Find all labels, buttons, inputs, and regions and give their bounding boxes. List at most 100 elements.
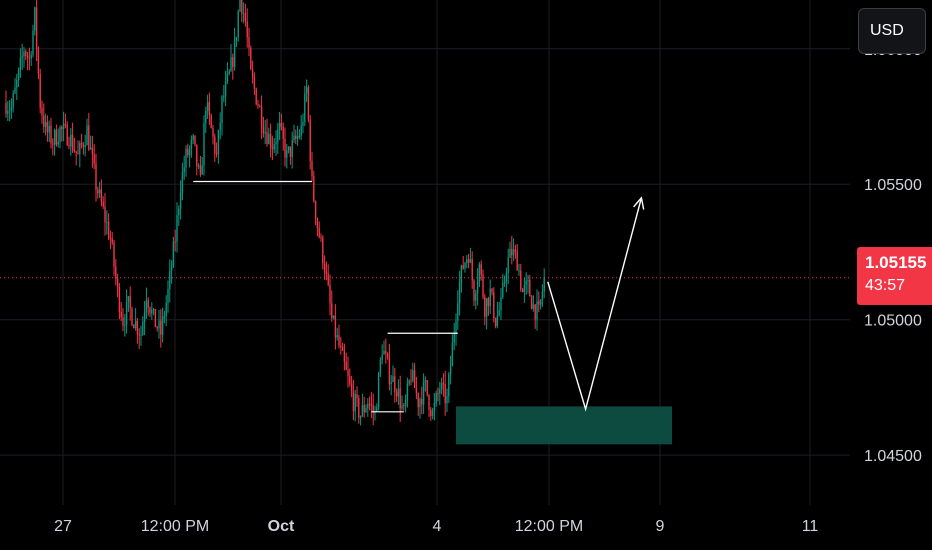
candle-body-97 <box>179 192 182 209</box>
candle-body-194 <box>354 394 356 412</box>
candle-body-290 <box>527 279 529 282</box>
candle-body-235 <box>428 394 430 410</box>
time-axis[interactable]: 27 12:00 PM Oct 4 12:00 PM 9 11 <box>54 518 818 535</box>
candle-body-221 <box>403 405 405 407</box>
candle-body-251 <box>457 303 459 321</box>
candle-body-238 <box>433 403 436 412</box>
candle-body-224 <box>408 380 410 384</box>
candle-body-246 <box>448 374 450 397</box>
candle-body-293 <box>532 304 535 309</box>
candle-body-234 <box>426 380 428 395</box>
candle-body-176 <box>322 237 324 264</box>
candle-body-257 <box>467 259 470 263</box>
candle-body-16 <box>34 7 36 31</box>
candle-body-269 <box>489 288 491 307</box>
candle-body-201 <box>367 403 369 409</box>
candle-body-138 <box>253 77 256 89</box>
candle-body-143 <box>262 127 265 134</box>
candle-body-88 <box>163 316 166 318</box>
candle-body-232 <box>422 382 425 405</box>
candle-body-244 <box>444 383 446 404</box>
candle-body-230 <box>419 398 421 408</box>
candle-body-177 <box>323 263 326 273</box>
candle-body-189 <box>345 362 347 370</box>
candle-body-261 <box>475 293 477 301</box>
candle-body-47 <box>89 147 92 150</box>
candle-body-29 <box>57 141 59 145</box>
candle-body-175 <box>320 237 322 239</box>
candle-body-91 <box>169 270 171 290</box>
candle-body-183 <box>334 315 337 338</box>
candle-body-247 <box>449 366 452 375</box>
projection-arrowhead <box>633 196 645 210</box>
candle-body-162 <box>296 135 299 139</box>
candle-body-2 <box>8 110 11 112</box>
candle-body-197 <box>359 415 362 418</box>
currency-button[interactable]: USD <box>858 8 926 54</box>
candle-body-141 <box>259 106 261 108</box>
candle-body-43 <box>82 144 85 147</box>
candle-body-262 <box>476 281 479 294</box>
candle-body-22 <box>44 122 47 127</box>
candle-body-169 <box>309 119 311 161</box>
candle-body-254 <box>462 265 464 269</box>
candle-body-59 <box>111 238 113 243</box>
candle-body-222 <box>404 400 407 407</box>
candle-body-84 <box>156 327 158 329</box>
candle-body-10 <box>23 51 25 57</box>
candle-body-51 <box>97 189 99 194</box>
grid-lines <box>0 0 850 505</box>
candle-body-217 <box>395 392 398 397</box>
candle-body-15 <box>32 30 34 55</box>
candle-body-173 <box>316 218 319 228</box>
candle-body-68 <box>127 296 130 302</box>
candle-body-229 <box>417 393 419 408</box>
candle-body-267 <box>485 298 488 317</box>
candle-body-287 <box>521 289 524 292</box>
candle-body-26 <box>52 143 54 145</box>
candle-body-188 <box>343 350 346 363</box>
candle-body-12 <box>26 56 29 58</box>
candle-body-94 <box>174 241 176 243</box>
last-price-badge: 1.05155 43:57 <box>857 247 932 305</box>
candle-body-273 <box>496 314 499 327</box>
candle-body-103 <box>190 140 193 149</box>
price-tick-label: 1.05500 <box>864 177 922 194</box>
candle-body-66 <box>124 324 126 326</box>
candle-body-196 <box>358 398 360 418</box>
candle-body-3 <box>10 107 13 111</box>
candle-body-131 <box>241 0 243 14</box>
candle-body-142 <box>260 106 263 128</box>
price-tick-label: 1.04500 <box>864 448 922 465</box>
candle-body-67 <box>125 301 128 325</box>
time-tick-label: 12:00 PM <box>515 518 583 535</box>
candle-body-63 <box>118 287 121 312</box>
candle-body-243 <box>442 383 445 385</box>
candle-body-137 <box>251 69 254 78</box>
candle-body-152 <box>278 123 281 130</box>
candle-body-102 <box>188 148 191 156</box>
candle-body-133 <box>244 13 247 22</box>
candle-body-130 <box>239 0 241 12</box>
candle-body-199 <box>363 405 365 412</box>
candle-body-93 <box>172 241 175 267</box>
candle-body-240 <box>437 393 439 395</box>
annotation-layer <box>0 180 850 413</box>
candle-body-106 <box>196 144 198 167</box>
candle-body-13 <box>28 57 31 59</box>
candle-body-264 <box>480 264 482 275</box>
candle-body-219 <box>399 388 401 409</box>
candle-body-174 <box>318 227 320 238</box>
candle-body-104 <box>192 135 194 141</box>
candle-body-241 <box>439 389 441 394</box>
candle-body-153 <box>280 123 283 127</box>
candle-body-79 <box>147 300 149 308</box>
candle-body-274 <box>498 310 500 315</box>
candle-body-211 <box>385 350 387 354</box>
candle-body-92 <box>170 266 173 271</box>
candle-body-223 <box>406 383 409 401</box>
candle-body-207 <box>377 373 380 408</box>
candle-body-80 <box>149 307 151 314</box>
candle-body-112 <box>206 102 209 112</box>
